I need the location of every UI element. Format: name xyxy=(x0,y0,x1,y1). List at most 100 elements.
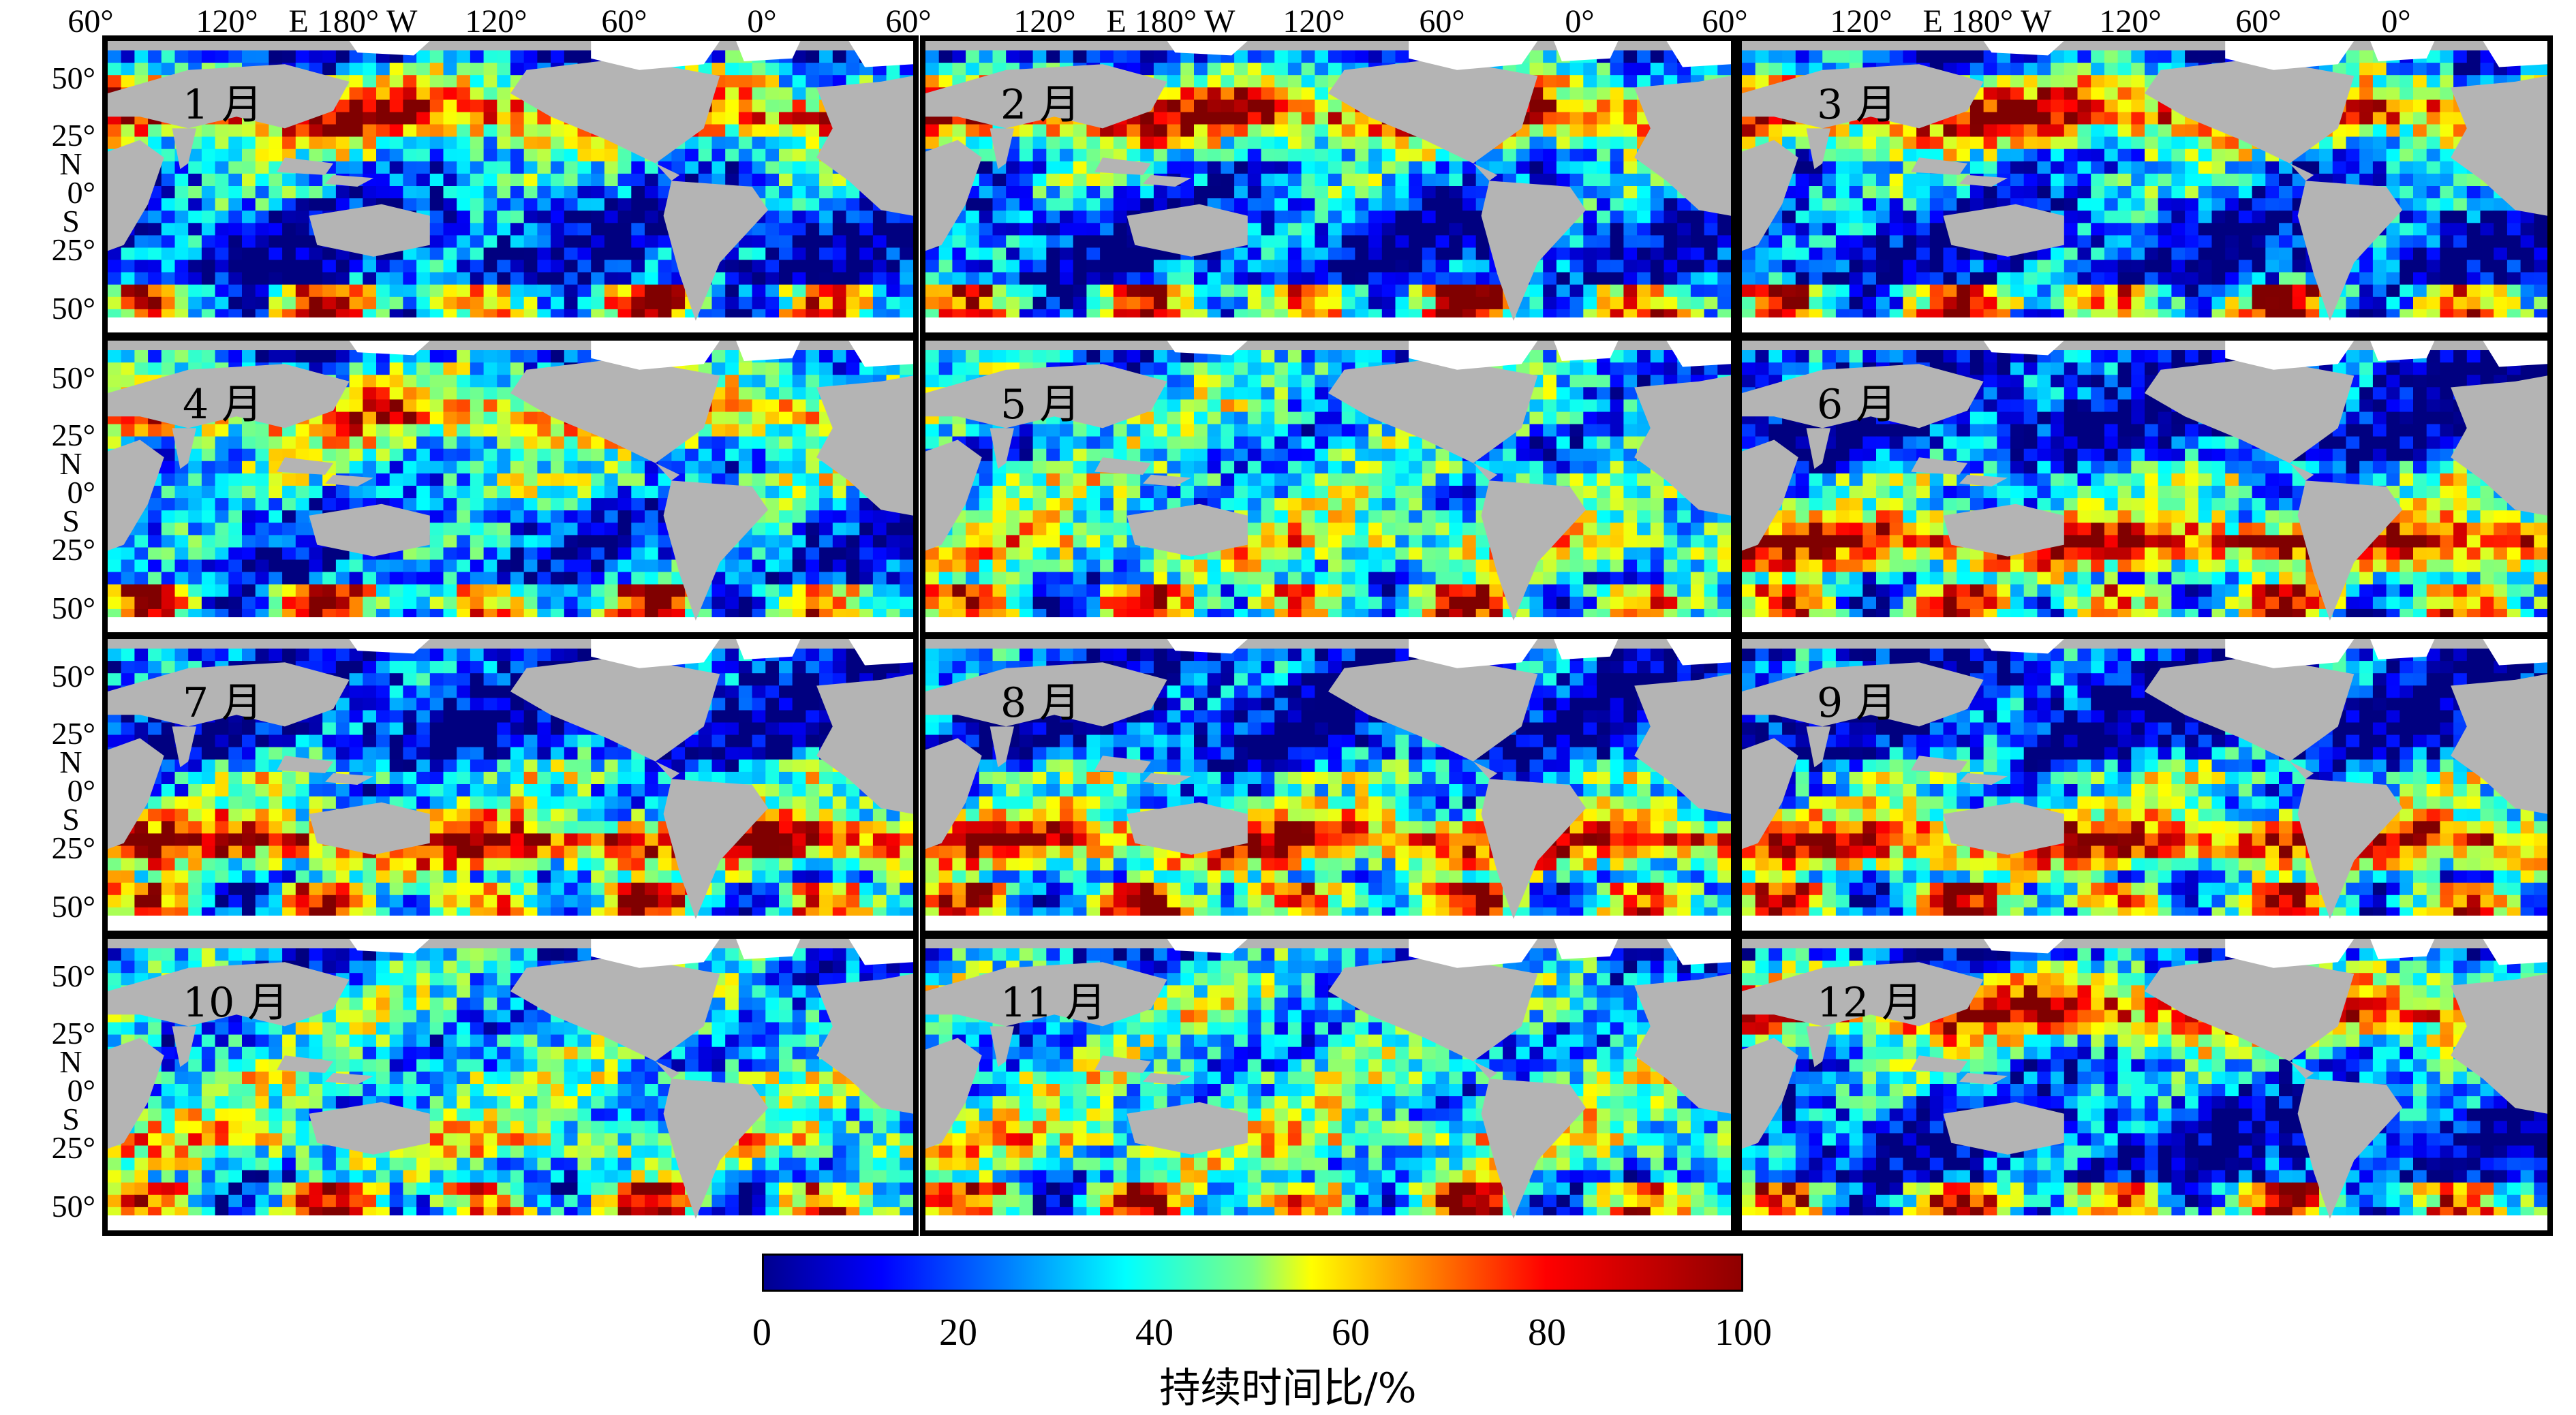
hemisphere-label: S xyxy=(62,204,80,238)
land-mass xyxy=(816,76,913,216)
land-mass xyxy=(1806,428,1830,469)
land-mass xyxy=(2145,656,2355,762)
sea-ice xyxy=(2225,639,2355,668)
land-mass xyxy=(655,163,680,181)
land-mass xyxy=(2451,674,2547,814)
land-mass xyxy=(1742,439,1798,551)
sea-ice xyxy=(736,41,801,61)
no-data-strip xyxy=(108,617,913,632)
sea-ice xyxy=(1167,341,1248,356)
sea-ice xyxy=(1167,639,1248,654)
land-mass xyxy=(309,204,430,257)
land-mass xyxy=(1634,974,1731,1114)
land-mass xyxy=(1473,1061,1498,1079)
sea-ice xyxy=(2225,41,2355,70)
land-mass xyxy=(925,738,982,850)
land-mass xyxy=(510,656,720,762)
land-mass xyxy=(990,1026,1014,1068)
sea-ice xyxy=(1409,341,1538,370)
no-data-strip xyxy=(108,317,913,332)
latitude-tick-label: 25° xyxy=(51,418,95,452)
latitude-tick-label: 25° xyxy=(51,232,95,267)
no-data-strip xyxy=(925,317,1731,332)
month-label: 11 月 xyxy=(1000,979,1107,1027)
month-label: 8 月 xyxy=(1000,679,1081,727)
sea-ice xyxy=(1983,41,2064,56)
sea-ice xyxy=(736,939,801,959)
land-mass xyxy=(1742,738,1798,850)
month-map xyxy=(108,41,913,332)
land-mass xyxy=(325,1072,374,1085)
no-data-strip xyxy=(1742,1215,2547,1230)
latitude-tick-label: 0° xyxy=(67,1073,95,1108)
land-mass xyxy=(2145,58,2355,164)
land-mass xyxy=(1959,174,2008,187)
longitude-tick-label: 60° xyxy=(885,3,932,40)
sea-ice xyxy=(1554,939,1619,959)
sea-ice xyxy=(1409,41,1538,70)
sea-ice xyxy=(1409,639,1538,668)
month-map xyxy=(108,939,913,1230)
colorbar xyxy=(762,1254,1743,1292)
month-map xyxy=(1742,41,2547,332)
longitude-tick-label: 120° xyxy=(465,3,527,40)
latitude-tick-label: 50° xyxy=(51,61,95,95)
land-mass xyxy=(1143,1072,1192,1085)
sea-ice xyxy=(591,639,720,668)
land-mass xyxy=(925,439,982,551)
hemisphere-label: S xyxy=(62,1102,80,1136)
month-map xyxy=(925,41,1731,332)
sea-ice xyxy=(1983,939,2064,954)
land-mass xyxy=(172,1026,196,1068)
sea-ice xyxy=(2483,639,2547,666)
month-map xyxy=(1742,639,2547,931)
sea-ice xyxy=(591,341,720,370)
longitude-tick-label: E 180° W xyxy=(1922,3,2052,40)
month-map xyxy=(925,341,1731,632)
land-mass xyxy=(1806,1026,1830,1068)
land-mass xyxy=(1473,163,1498,181)
no-data-strip xyxy=(925,916,1731,931)
sea-ice xyxy=(1666,639,1731,666)
no-data-strip xyxy=(108,916,913,931)
land-mass xyxy=(1481,181,1586,321)
month-panel: 10 月 xyxy=(102,933,919,1236)
colorbar-tick-label: 60 xyxy=(1332,1311,1370,1354)
panel-frame xyxy=(920,933,1736,1236)
month-label: 9 月 xyxy=(1817,679,1897,727)
month-label: 12 月 xyxy=(1817,979,1923,1027)
month-map xyxy=(925,639,1731,931)
hemisphere-label: N xyxy=(59,146,82,181)
sea-ice xyxy=(1666,41,1731,67)
month-map xyxy=(1742,341,2547,632)
hemisphere-label: N xyxy=(59,446,82,481)
sea-ice xyxy=(2370,41,2435,61)
land-mass xyxy=(990,726,1014,768)
land-mass xyxy=(108,662,350,727)
land-mass xyxy=(2289,1061,2314,1079)
hemisphere-label: N xyxy=(59,745,82,779)
land-mass xyxy=(1126,204,1248,257)
land-mass xyxy=(1481,779,1586,919)
land-mass xyxy=(1473,761,1498,779)
land-mass xyxy=(1806,128,1830,170)
sea-ice xyxy=(2225,939,2355,968)
latitude-tick-label: 50° xyxy=(51,1189,95,1224)
land-mass xyxy=(108,962,350,1027)
land-mass xyxy=(2145,956,2355,1061)
land-mass xyxy=(1126,503,1248,557)
sea-ice xyxy=(848,639,913,666)
latitude-tick-label: 50° xyxy=(51,360,95,395)
sea-ice xyxy=(1167,41,1248,56)
sea-ice xyxy=(1409,939,1538,968)
latitude-tick-label: 25° xyxy=(51,716,95,751)
latitude-tick-label: 0° xyxy=(67,773,95,808)
land-mass xyxy=(277,457,333,475)
sea-ice xyxy=(1666,341,1731,367)
month-label: 3 月 xyxy=(1817,81,1897,129)
sea-ice xyxy=(591,939,720,968)
no-data-strip xyxy=(925,1215,1731,1230)
no-data-strip xyxy=(1742,317,2547,332)
land-mass xyxy=(277,157,333,175)
land-mass xyxy=(510,358,720,463)
